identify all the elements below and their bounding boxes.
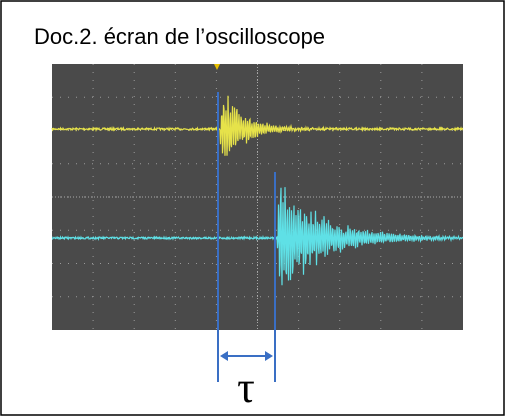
title: Doc.2. écran de l’oscilloscope: [34, 24, 325, 49]
tau-label: τ: [237, 363, 255, 412]
figure: Doc.2. écran de l’oscilloscope τ: [0, 0, 505, 416]
